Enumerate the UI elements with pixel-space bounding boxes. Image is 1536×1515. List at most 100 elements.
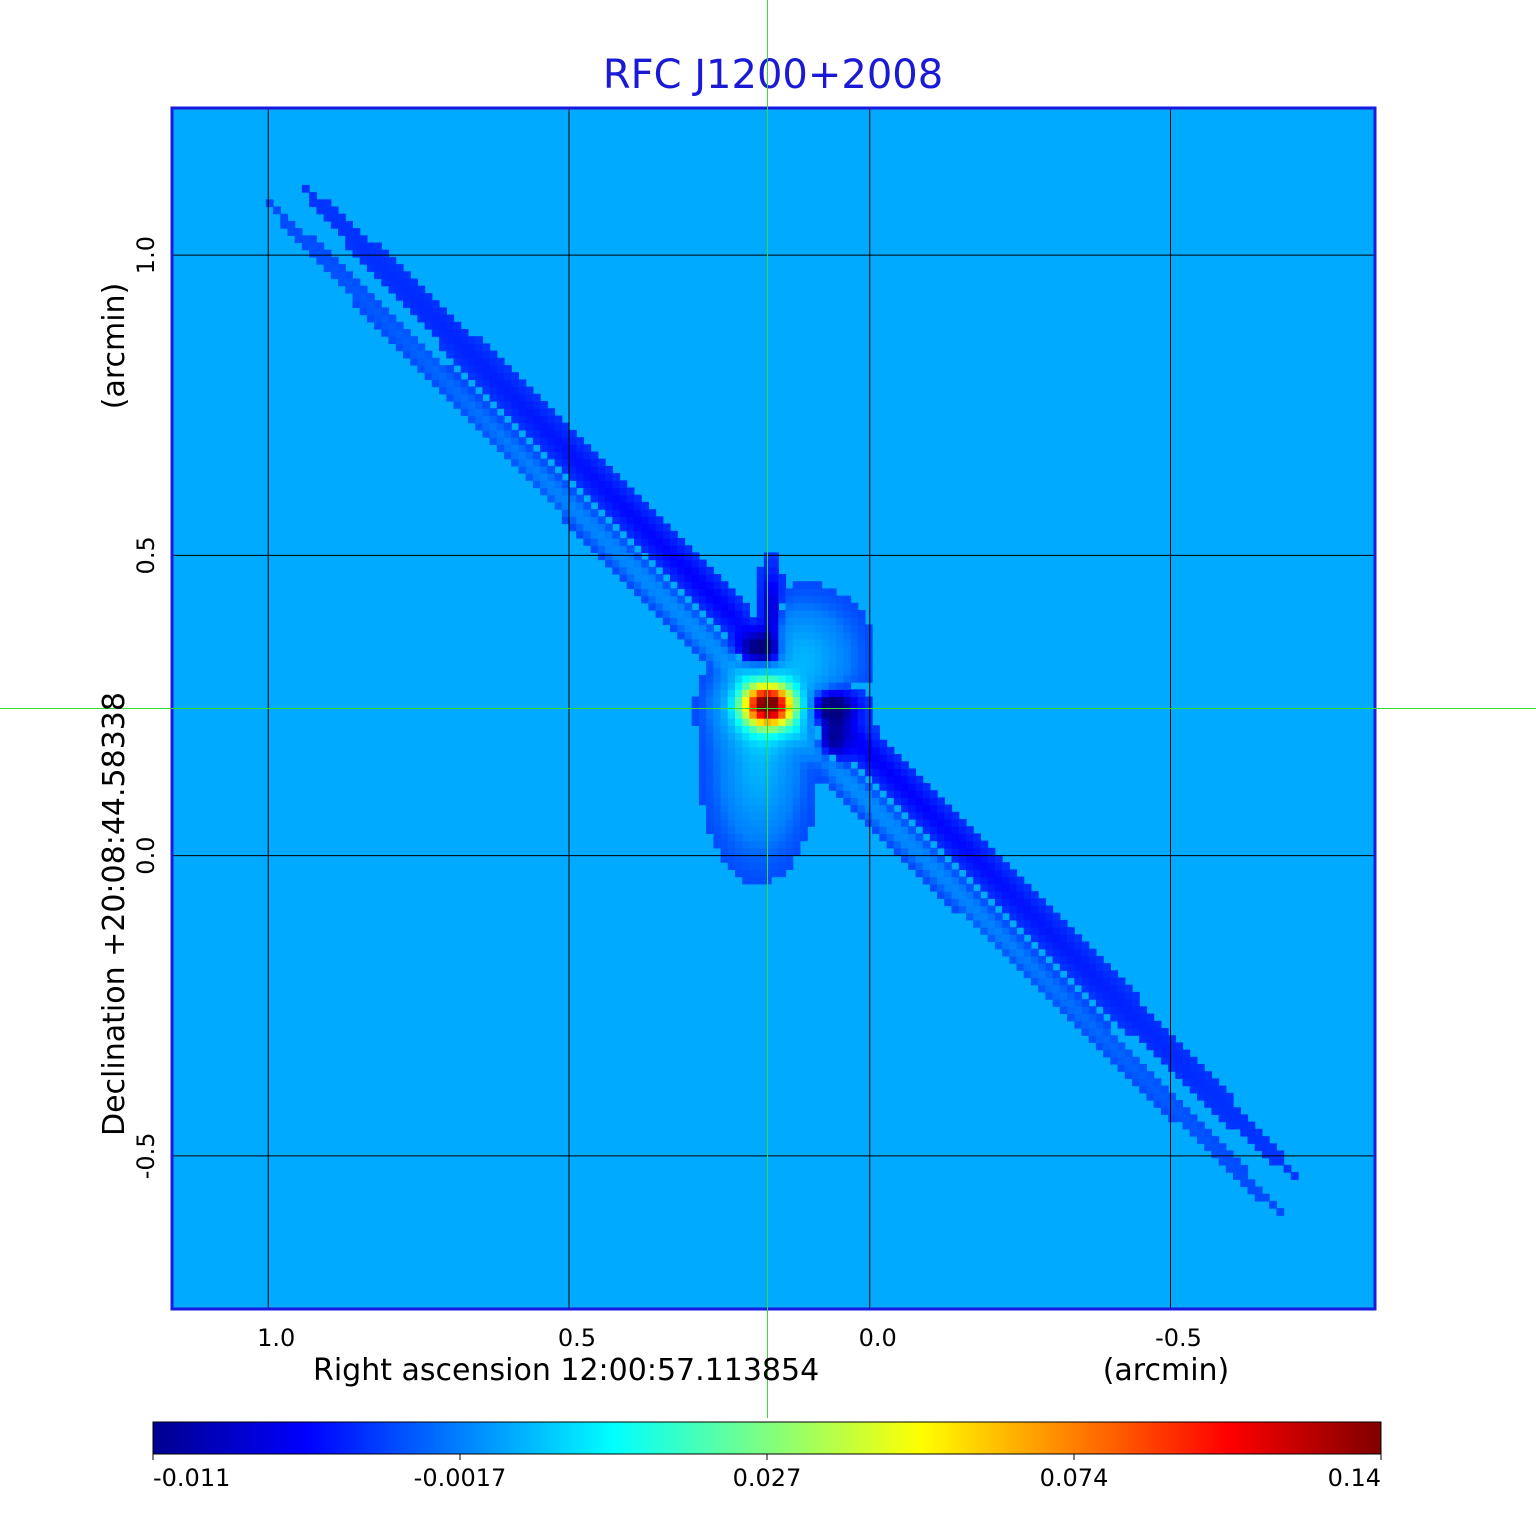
map-pixel	[742, 876, 750, 885]
map-pixel	[1168, 1100, 1176, 1108]
map-pixel	[475, 415, 483, 424]
map-pixel	[511, 372, 519, 380]
map-pixel	[540, 429, 548, 438]
map-pixel	[843, 624, 852, 633]
map-pixel	[648, 595, 657, 604]
map-pixel	[814, 588, 823, 597]
map-pixel	[1088, 977, 1097, 986]
map-pixel	[1233, 1107, 1241, 1115]
map-pixel	[453, 350, 462, 359]
y-tick-labels: 1.00.50.0-0.5	[132, 236, 160, 1179]
map-pixel	[612, 480, 621, 489]
map-pixel	[684, 624, 693, 633]
y-axis-label: Declination +20:08:44.58338	[97, 692, 132, 1136]
map-pixel	[1110, 984, 1119, 993]
map-pixel	[735, 797, 743, 806]
map-pixel	[756, 610, 765, 618]
map-pixel	[778, 660, 787, 669]
map-pixel	[792, 790, 801, 798]
map-pixel	[547, 429, 556, 438]
map-pixel	[756, 682, 765, 690]
map-pixel	[742, 617, 750, 625]
map-pixel	[540, 408, 548, 416]
map-pixel	[1182, 1064, 1191, 1072]
map-pixel	[612, 559, 621, 568]
map-pixel	[691, 581, 700, 589]
map-pixel	[1074, 970, 1083, 979]
map-pixel	[850, 653, 859, 662]
map-pixel	[973, 912, 981, 921]
map-pixel	[792, 739, 801, 748]
map-pixel	[1189, 1121, 1198, 1130]
map-pixel	[742, 783, 750, 791]
map-pixel	[453, 329, 462, 337]
map-pixel	[1124, 991, 1133, 1000]
map-pixel	[994, 927, 1003, 935]
map-pixel	[778, 732, 787, 741]
map-pixel	[800, 703, 808, 712]
map-pixel	[706, 826, 714, 834]
map-pixel	[778, 674, 787, 683]
map-pixel	[886, 768, 895, 777]
map-pixel	[727, 783, 736, 791]
map-pixel	[1038, 941, 1046, 950]
map-pixel	[778, 703, 787, 712]
map-pixel	[713, 682, 722, 690]
map-pixel	[706, 718, 714, 726]
map-pixel	[395, 278, 404, 287]
map-pixel	[374, 307, 382, 316]
map-pixel	[1247, 1121, 1256, 1130]
colorbar-tick-label: 0.14	[1328, 1464, 1381, 1492]
map-pixel	[1095, 1035, 1104, 1043]
map-pixel	[821, 682, 830, 690]
map-pixel	[460, 408, 469, 416]
map-pixel	[684, 552, 693, 561]
map-pixel	[446, 350, 455, 359]
map-pixel	[532, 415, 541, 424]
map-pixel	[626, 523, 635, 532]
map-pixel	[944, 811, 953, 820]
map-pixel	[800, 653, 808, 662]
map-pixel	[612, 545, 621, 553]
map-pixel	[1261, 1136, 1270, 1144]
map-pixel	[821, 631, 830, 640]
map-pixel	[569, 494, 577, 503]
map-pixel	[706, 761, 714, 770]
map-pixel	[655, 516, 664, 525]
map-pixel	[742, 768, 750, 777]
map-pixel	[1030, 970, 1039, 979]
map-pixel	[994, 855, 1003, 863]
map-pixel	[828, 610, 837, 618]
map-pixel	[511, 386, 519, 395]
map-pixel	[771, 574, 779, 582]
map-pixel	[980, 862, 989, 870]
map-pixel	[597, 473, 606, 481]
map-pixel	[554, 444, 563, 453]
map-pixel	[742, 718, 750, 726]
map-pixel	[771, 610, 779, 618]
map-pixel	[374, 271, 382, 280]
map-pixel	[547, 437, 556, 445]
map-pixel	[713, 811, 722, 820]
map-pixel	[1175, 1064, 1184, 1072]
map-pixel	[778, 682, 787, 690]
map-pixel	[395, 293, 404, 301]
map-pixel	[698, 746, 707, 755]
map-pixel	[482, 415, 491, 424]
map-pixel	[922, 819, 931, 827]
map-pixel	[814, 768, 823, 777]
map-pixel	[901, 833, 909, 842]
map-pixel	[857, 783, 866, 791]
map-pixel	[850, 725, 859, 734]
map-pixel	[698, 674, 707, 683]
map-pixel	[713, 617, 722, 625]
colorbar-tick-label: -0.011	[153, 1464, 230, 1492]
map-pixel	[792, 732, 801, 741]
map-pixel	[800, 624, 808, 633]
map-pixel	[641, 509, 649, 517]
map-pixel	[698, 617, 707, 625]
map-pixel	[670, 610, 678, 618]
map-pixel	[807, 595, 815, 604]
map-pixel	[771, 602, 779, 611]
map-pixel	[1009, 898, 1018, 907]
